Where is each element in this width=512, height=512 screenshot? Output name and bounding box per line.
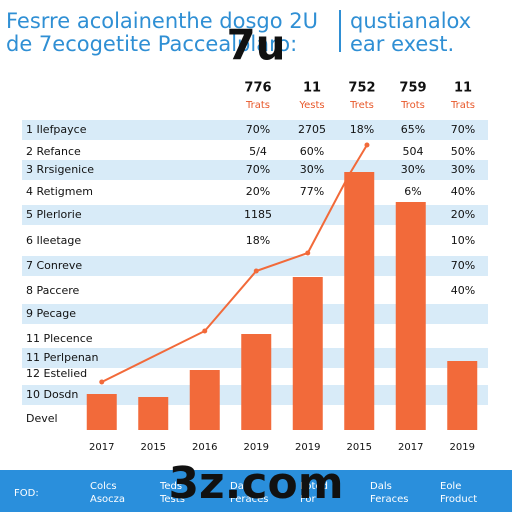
cell: 2705	[298, 123, 326, 136]
trend-point	[253, 268, 259, 274]
cell: 70%	[246, 163, 270, 176]
row-label: 2 Refance	[26, 145, 81, 158]
row-label: Devel	[26, 412, 58, 425]
column-header: 11	[303, 81, 321, 96]
cell: 65%	[401, 123, 425, 136]
bar	[344, 172, 375, 430]
bar	[241, 334, 272, 430]
trend-point	[99, 379, 105, 385]
row-label: 10 Dosdn	[26, 388, 78, 401]
trend-point	[305, 250, 311, 256]
x-tick-label: 2019	[244, 442, 269, 453]
x-tick-label: 2019	[295, 442, 320, 453]
cell: 30%	[401, 163, 425, 176]
column-subheader: Trats	[245, 100, 270, 111]
column-subheader: Trats	[450, 100, 475, 111]
cell: 18%	[246, 234, 270, 247]
cell: 18%	[350, 123, 374, 136]
cell: 40%	[451, 284, 475, 297]
x-tick-label: 2017	[89, 442, 114, 453]
bar	[447, 361, 478, 430]
cell: 70%	[246, 123, 270, 136]
row-label: 9 Pecage	[26, 307, 76, 320]
trend-point	[364, 142, 370, 148]
trend-point	[346, 172, 352, 178]
row-label: 6 Ileetage	[26, 234, 81, 247]
bar	[138, 397, 169, 430]
cell: 504	[403, 145, 424, 158]
chart: 2017 2015 2016 2019 2019 2015 2017 2019	[86, 142, 478, 453]
row-label: 11 Perlpenan	[26, 351, 99, 364]
row-label: 4 Retigmem	[26, 185, 93, 198]
column-header: 752	[348, 81, 375, 96]
footer-item: Eole	[440, 481, 461, 492]
footer-item: Feraces	[230, 494, 268, 505]
column-header: 11	[454, 81, 472, 96]
x-tick-label: 2015	[141, 442, 166, 453]
cell: 1185	[244, 208, 272, 221]
bar	[395, 202, 426, 430]
cell: 30%	[300, 163, 324, 176]
column-header: 759	[399, 81, 426, 96]
row-label: 7 Conreve	[26, 259, 82, 272]
footer-item: For	[300, 494, 317, 505]
footer-item: Froduct	[440, 494, 477, 505]
header-line: ear exest.	[350, 32, 454, 56]
footer-item: Asocza	[90, 494, 125, 505]
header-line: qustianalox	[350, 9, 471, 33]
footer-label: FOD:	[14, 488, 39, 499]
x-tick-label: 2015	[347, 442, 372, 453]
x-tick-label: 2016	[192, 442, 217, 453]
row-label: 12 Estelied	[26, 367, 87, 380]
cell: 40%	[451, 185, 475, 198]
footer-item: Feraces	[370, 494, 408, 505]
cell: 20%	[451, 208, 475, 221]
footer: FOD: Colcs Asocza Teds Tests Dals Feraces Loted…	[14, 481, 477, 505]
cell: 50%	[451, 145, 475, 158]
badge: 7u	[226, 21, 285, 70]
cell: 20%	[246, 185, 270, 198]
footer-bar	[0, 470, 512, 512]
footer-item: Dals	[230, 481, 252, 492]
header-line: Fesrre acolainenthe dosgo 2U	[6, 9, 318, 33]
watermark: 3z.com	[168, 458, 343, 509]
bar	[292, 277, 323, 430]
row-label: 3 Rrsigenice	[26, 163, 94, 176]
row-label: 8 Paccere	[26, 284, 80, 297]
footer-item: Loted	[300, 481, 328, 492]
trend-line	[101, 144, 368, 383]
footer-item: Colcs	[90, 481, 117, 492]
footer-item: Tests	[159, 494, 185, 505]
x-tick-label: 2017	[398, 442, 423, 453]
trend-point	[202, 328, 208, 334]
footer-item: Dals	[370, 481, 392, 492]
x-tick-label: 2019	[450, 442, 475, 453]
column-subheader: Trots	[400, 100, 425, 111]
footer-item: Teds	[159, 481, 182, 492]
cell: 30%	[451, 163, 475, 176]
column-subheader: Trets	[349, 100, 374, 111]
row-label: 11 Plecence	[26, 332, 93, 345]
bar	[86, 394, 117, 430]
row-band	[22, 120, 488, 140]
cell: 5/4	[249, 145, 267, 158]
cell: 77%	[300, 185, 324, 198]
row-label: 5 Plerlorie	[26, 208, 82, 221]
cell: 60%	[300, 145, 324, 158]
cell: 6%	[404, 185, 421, 198]
row-label: 1 Ilefpayce	[26, 123, 87, 136]
column-header: 776	[244, 81, 271, 96]
column-subheader: Yests	[298, 100, 324, 111]
cell: 10%	[451, 234, 475, 247]
header-line: de 7ecogetite Paccealplaro:	[6, 32, 297, 56]
cell: 70%	[451, 123, 475, 136]
bar	[189, 370, 220, 430]
cell: 70%	[451, 259, 475, 272]
